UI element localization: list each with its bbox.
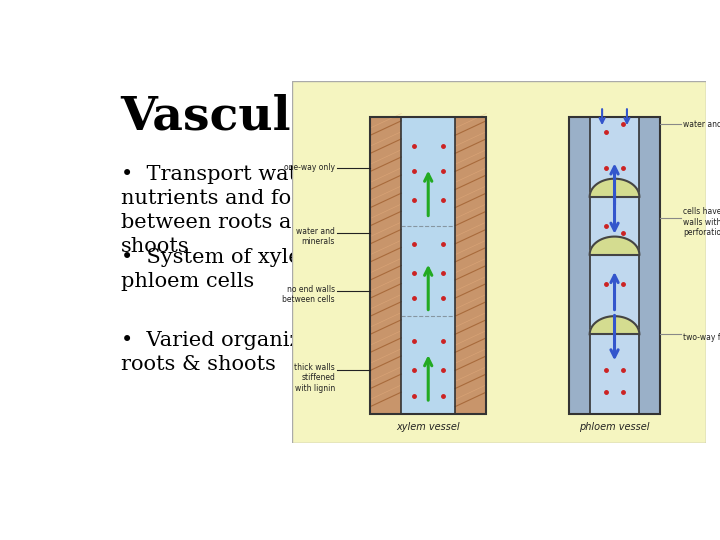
Text: one-way only: one-way only	[284, 163, 335, 172]
Text: no end walls
between cells: no end walls between cells	[282, 285, 335, 304]
Text: •  Transport water,
nutrients and food
between roots and
shoots: • Transport water, nutrients and food be…	[121, 165, 323, 256]
Bar	[569, 117, 590, 414]
Text: Vascular tissue: Vascular tissue	[121, 94, 521, 140]
Text: xylem vessel: xylem vessel	[397, 422, 460, 432]
Polygon shape	[590, 179, 639, 197]
Bar	[401, 117, 455, 414]
Text: cells have end
walls with
perforations: cells have end walls with perforations	[683, 207, 720, 237]
Bar	[370, 117, 401, 414]
Bar	[590, 117, 639, 414]
Text: phloem vessel: phloem vessel	[580, 422, 649, 432]
Text: water and food: water and food	[683, 120, 720, 129]
Polygon shape	[590, 316, 639, 334]
Polygon shape	[590, 237, 639, 255]
Text: •  System of xylem and
phloem cells: • System of xylem and phloem cells	[121, 248, 366, 291]
Text: water and
minerals: water and minerals	[296, 227, 335, 246]
Text: •  Varied organization in
roots & shoots: • Varied organization in roots & shoots	[121, 331, 381, 374]
Bar	[455, 117, 486, 414]
Bar	[370, 117, 486, 414]
Text: thick walls
stiffened
with lignin: thick walls stiffened with lignin	[294, 363, 335, 393]
Bar	[569, 117, 660, 414]
Text: two-way flow: two-way flow	[683, 333, 720, 342]
Bar	[639, 117, 660, 414]
